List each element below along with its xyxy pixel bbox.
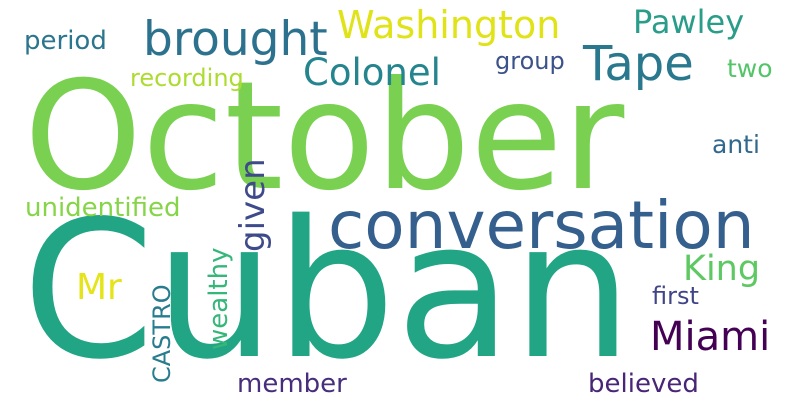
word-tape: Tape: [583, 36, 694, 92]
word-recording: recording: [130, 64, 244, 92]
word-wealthy: wealthy: [204, 247, 234, 350]
word-brought: brought: [143, 12, 328, 67]
word-miami: Miami: [650, 314, 771, 360]
word-anti: anti: [712, 130, 760, 159]
word-period: period: [24, 26, 107, 56]
word-mr: Mr: [76, 267, 122, 308]
word-king: King: [683, 249, 761, 289]
word-colonel: Colonel: [303, 51, 441, 94]
word-washington: Washington: [337, 3, 561, 47]
word-first: first: [652, 282, 699, 310]
word-castro: CASTRO: [148, 284, 176, 383]
word-conversation: conversation: [328, 187, 755, 264]
word-pawley: Pawley: [633, 3, 745, 41]
word-given: given: [233, 158, 273, 252]
word-two: two: [727, 54, 773, 83]
word-cuban: Cuban: [22, 180, 633, 401]
word-believed: believed: [588, 369, 699, 399]
word-member: member: [237, 369, 347, 399]
word-group: group: [495, 47, 565, 75]
word-october: October: [24, 50, 625, 224]
word-unidentified: unidentified: [25, 193, 181, 223]
